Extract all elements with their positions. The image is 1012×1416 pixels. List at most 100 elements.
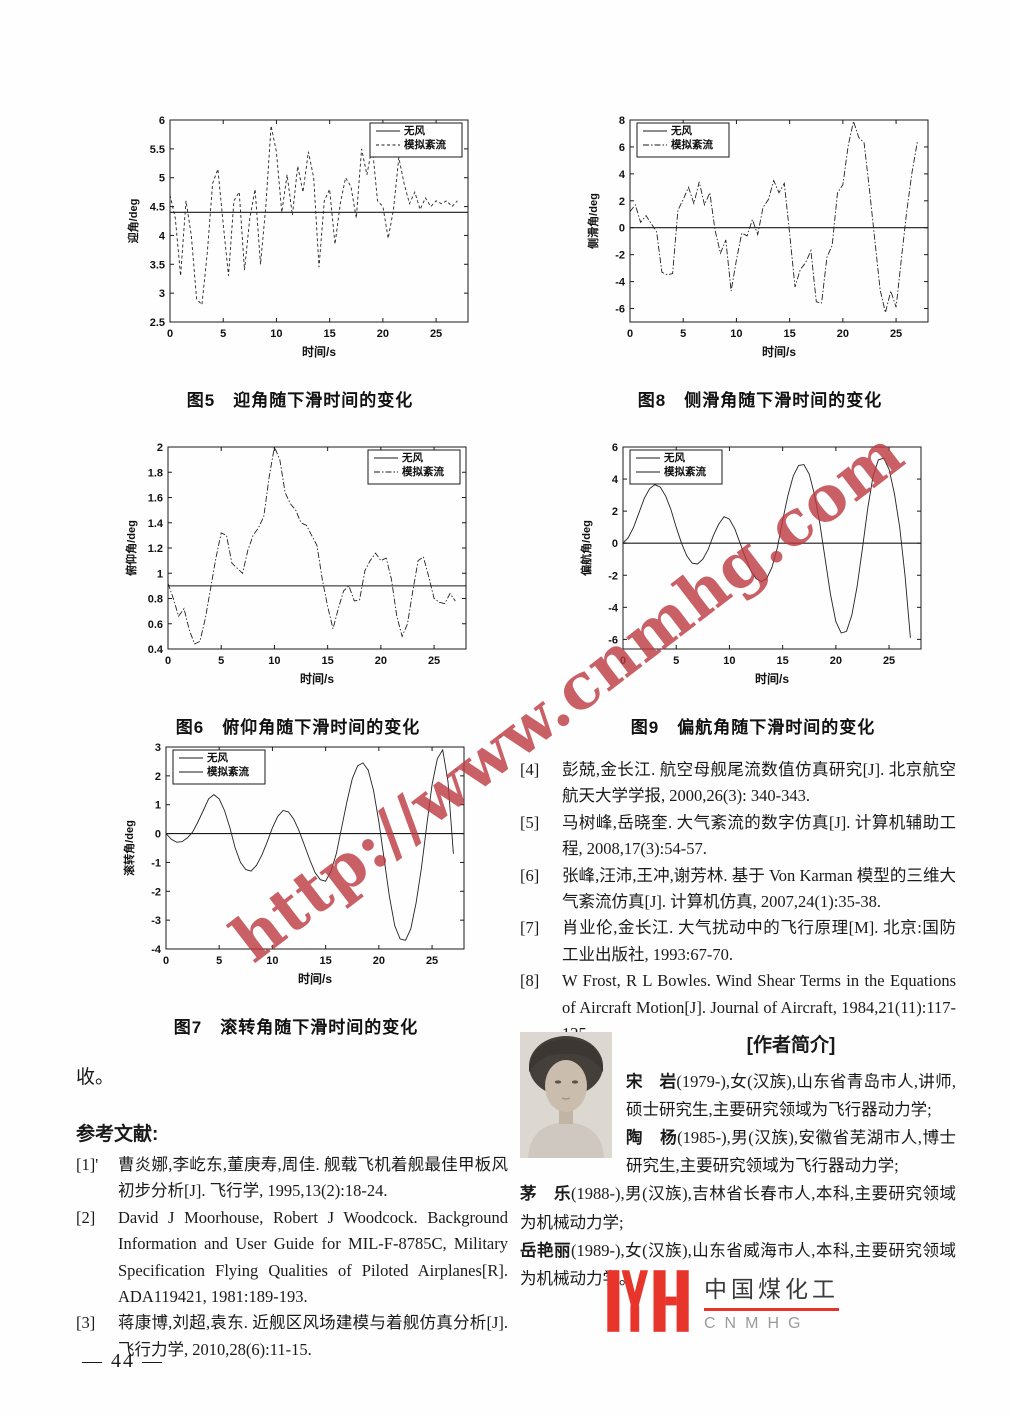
- figure-7-caption: 图7 滚转角随下滑时间的变化: [173, 1018, 419, 1037]
- svg-text:20: 20: [375, 655, 387, 667]
- reference-text: 张峰,汪沛,王冲,谢芳林. 基于 Von Karman 模型的三维大气紊流仿真[…: [562, 865, 956, 911]
- svg-text:15: 15: [784, 328, 796, 340]
- svg-text:5: 5: [159, 173, 165, 185]
- author-bio: 陶 杨(1985-),男(汉族),安徽省芜湖市人,博士研究生,主要研究领域为飞行…: [520, 1124, 956, 1180]
- reference-text: 曹炎娜,李屹东,董庚寿,周佳. 舰载飞机着舰最佳甲板风初步分析[J]. 飞行学,…: [118, 1155, 508, 1201]
- svg-text:25: 25: [883, 655, 895, 667]
- svg-text:滚转角/deg: 滚转角/deg: [122, 820, 136, 876]
- reference-text: David J Moorhouse, Robert J Woodcock. Ba…: [118, 1207, 508, 1306]
- reference-marker: [1]': [76, 1155, 99, 1174]
- figure-8-caption: 图8 侧滑角随下滑时间的变化: [637, 391, 883, 410]
- svg-text:模拟紊流: 模拟紊流: [207, 765, 249, 778]
- logo-chinese-name: 中国煤化工: [704, 1270, 839, 1311]
- reference-item: [2] David J Moorhouse, Robert J Woodcock.…: [76, 1205, 508, 1311]
- svg-text:-6: -6: [608, 634, 618, 646]
- svg-text:25: 25: [890, 328, 902, 340]
- author-name: 宋 岩: [626, 1073, 677, 1092]
- svg-text:15: 15: [324, 328, 336, 340]
- svg-text:20: 20: [837, 328, 849, 340]
- svg-text:0: 0: [155, 829, 161, 841]
- svg-text:4: 4: [612, 474, 619, 486]
- figure-6: 0 5 10 15 20 25 0.4 0.6 0.8 1 1.2 1.4 1.6 1.8 2 时间/s 俯仰角…: [122, 437, 474, 738]
- page-number: — 44 —: [82, 1350, 164, 1372]
- reference-marker: [5]: [520, 812, 540, 832]
- svg-text:偏航角/deg: 偏航角/deg: [579, 520, 593, 576]
- reference-item: [1]' 曹炎娜,李屹东,董庚寿,周佳. 舰载飞机着舰最佳甲板风初步分析[J]. …: [76, 1152, 508, 1205]
- figure-9-caption: 图9 偏航角随下滑时间的变化: [630, 718, 876, 737]
- svg-text:10: 10: [730, 328, 742, 340]
- figure-7: 0 5 10 15 20 25 -4 -3 -2 -1 0 1 2 3 时间/s 滚转角/deg 无风 模拟紊流 …: [120, 737, 472, 1038]
- svg-text:无风: 无风: [663, 452, 685, 464]
- reference-item: [6] 张峰,汪沛,王冲,谢芳林. 基于 Von Karman 模型的三维大气紊流…: [520, 863, 956, 916]
- svg-text:1.4: 1.4: [148, 518, 164, 530]
- svg-text:15: 15: [322, 655, 334, 667]
- svg-text:无风: 无风: [401, 452, 423, 464]
- svg-text:3.5: 3.5: [150, 259, 165, 271]
- svg-text:0.8: 0.8: [148, 594, 163, 606]
- svg-text:0: 0: [619, 223, 625, 235]
- svg-text:0: 0: [167, 328, 173, 340]
- figure-9: 0 5 10 15 20 25 -6 -4 -2 0 2 4 6 时间/s 偏航角/deg 无风 模拟紊流 图9…: [577, 437, 929, 738]
- reference-marker: [7]: [520, 918, 540, 938]
- svg-text:20: 20: [373, 955, 385, 967]
- svg-text:2: 2: [157, 442, 163, 454]
- svg-text:-1: -1: [151, 857, 161, 869]
- svg-text:迎角/deg: 迎角/deg: [126, 199, 140, 244]
- svg-text:5: 5: [220, 328, 226, 340]
- author-bio: 茅 乐(1988-),男(汉族),吉林省长春市人,本科,主要研究领域为机械动力学…: [520, 1180, 956, 1236]
- cnmhg-logo: 中国煤化工 CNMHG: [606, 1268, 839, 1334]
- svg-text:5: 5: [673, 655, 679, 667]
- svg-text:6: 6: [612, 442, 618, 454]
- svg-text:0: 0: [163, 955, 169, 967]
- figure-5: 0 5 10 15 20 25 2.5 3 3.5 4 4.5 5 5.5 6 时间/s 迎角/deg 无风 模拟…: [124, 110, 476, 411]
- author-bio-list: 宋 岩(1979-),女(汉族),山东省青岛市人,讲师,硕士研究生,主要研究领域…: [520, 1068, 956, 1292]
- references-heading: 参考文献:: [76, 1124, 159, 1145]
- svg-text:-2: -2: [151, 886, 161, 898]
- svg-text:时间/s: 时间/s: [300, 671, 334, 686]
- svg-text:无风: 无风: [403, 125, 425, 137]
- svg-text:无风: 无风: [206, 752, 228, 764]
- references-list-right: [4] 彭兢,金长江. 航空母舰尾流数值仿真研究[J]. 北京航空航天大学学报, …: [520, 757, 956, 1047]
- svg-text:侧滑角/deg: 侧滑角/deg: [586, 193, 600, 249]
- svg-text:10: 10: [268, 655, 280, 667]
- svg-text:1: 1: [157, 568, 163, 580]
- svg-text:2: 2: [155, 771, 161, 783]
- svg-text:4.5: 4.5: [150, 202, 165, 214]
- svg-text:2: 2: [619, 196, 625, 208]
- reference-text: 肖业伦,金长江. 大气扰动中的飞行原理[M]. 北京:国防工业出版社, 1993…: [562, 918, 956, 964]
- reference-marker: [2]: [76, 1207, 96, 1227]
- svg-text:-2: -2: [608, 570, 618, 582]
- author-bio-text: (1979-),女(汉族),山东省青岛市人,讲师,硕士研究生,主要研究领域为飞行…: [626, 1072, 956, 1120]
- author-bio: 岳艳丽(1989-),女(汉族),山东省威海市人,本科,主要研究领域为机械动力学…: [520, 1237, 956, 1293]
- reference-text: 马树峰,岳晓奎. 大气紊流的数字仿真[J]. 计算机辅助工程, 2008,17(…: [562, 812, 956, 859]
- svg-text:模拟紊流: 模拟紊流: [671, 138, 713, 151]
- references-list-left: [1]' 曹炎娜,李屹东,董庚寿,周佳. 舰载飞机着舰最佳甲板风初步分析[J]. …: [76, 1152, 508, 1363]
- reference-marker: [6]: [520, 865, 540, 885]
- portrait-photo-icon: [520, 1032, 612, 1158]
- svg-text:-2: -2: [615, 250, 625, 262]
- svg-text:15: 15: [777, 655, 789, 667]
- svg-text:2: 2: [612, 506, 618, 518]
- svg-text:20: 20: [377, 328, 389, 340]
- svg-text:-3: -3: [151, 915, 161, 927]
- svg-text:3: 3: [159, 288, 165, 300]
- svg-text:25: 25: [428, 655, 440, 667]
- figure-6-plot: 0 5 10 15 20 25 0.4 0.6 0.8 1 1.2 1.4 1.6 1.8 2 时间/s 俯仰角…: [124, 442, 467, 686]
- svg-text:-4: -4: [151, 944, 162, 956]
- author-bio-section: [作者简介] 宋 岩(1979-),女(汉族),山东省青岛市人,讲师,硕士研究生…: [520, 1030, 956, 1293]
- svg-text:8: 8: [619, 115, 625, 127]
- figure-5-caption: 图5 迎角随下滑时间的变化: [186, 391, 414, 410]
- reference-item: [7] 肖业伦,金长江. 大气扰动中的飞行原理[M]. 北京:国防工业出版社, 1…: [520, 915, 956, 968]
- reference-item: [4] 彭兢,金长江. 航空母舰尾流数值仿真研究[J]. 北京航空航天大学学报, …: [520, 757, 956, 810]
- svg-text:-6: -6: [615, 304, 625, 316]
- svg-text:15: 15: [320, 955, 332, 967]
- reference-text: W Frost, R L Bowles. Wind Shear Terms in…: [562, 971, 956, 1043]
- reference-marker: [3]: [76, 1313, 96, 1333]
- svg-text:5.5: 5.5: [150, 144, 165, 156]
- svg-text:2.5: 2.5: [150, 317, 165, 329]
- svg-text:0: 0: [627, 328, 633, 340]
- svg-text:-4: -4: [615, 277, 626, 289]
- reference-text: 蒋康博,刘超,袁东. 近舰区风场建模与着舰仿真分析[J]. 飞行力学, 2010…: [118, 1313, 508, 1359]
- reference-item: [8] W Frost, R L Bowles. Wind Shear Terms…: [520, 968, 956, 1047]
